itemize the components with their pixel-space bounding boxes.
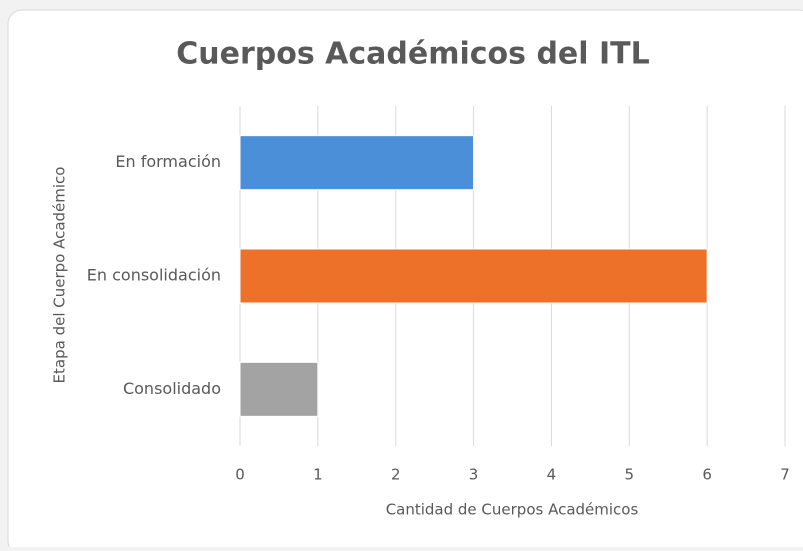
bar xyxy=(239,361,319,417)
x-tick-label: 0 xyxy=(235,466,245,484)
x-tick-label: 3 xyxy=(469,466,479,484)
y-tick-label: Consolidado xyxy=(123,379,221,398)
y-axis-title: Etapa del Cuerpo Académico xyxy=(51,167,69,384)
x-tick-label: 2 xyxy=(391,466,401,484)
x-tick-label: 5 xyxy=(625,466,635,484)
bar xyxy=(239,135,475,191)
x-tick-label: 4 xyxy=(547,466,557,484)
y-tick-label: En consolidación xyxy=(87,266,221,285)
x-tick-label: 6 xyxy=(702,466,712,484)
bar xyxy=(239,248,708,304)
x-tick-label: 1 xyxy=(313,466,323,484)
x-tick-label: 7 xyxy=(780,466,790,484)
y-tick-label: En formación xyxy=(115,152,221,171)
chart-title: Cuerpos Académicos del ITL xyxy=(176,37,650,72)
x-axis-title: Cantidad de Cuerpos Académicos xyxy=(386,501,639,519)
